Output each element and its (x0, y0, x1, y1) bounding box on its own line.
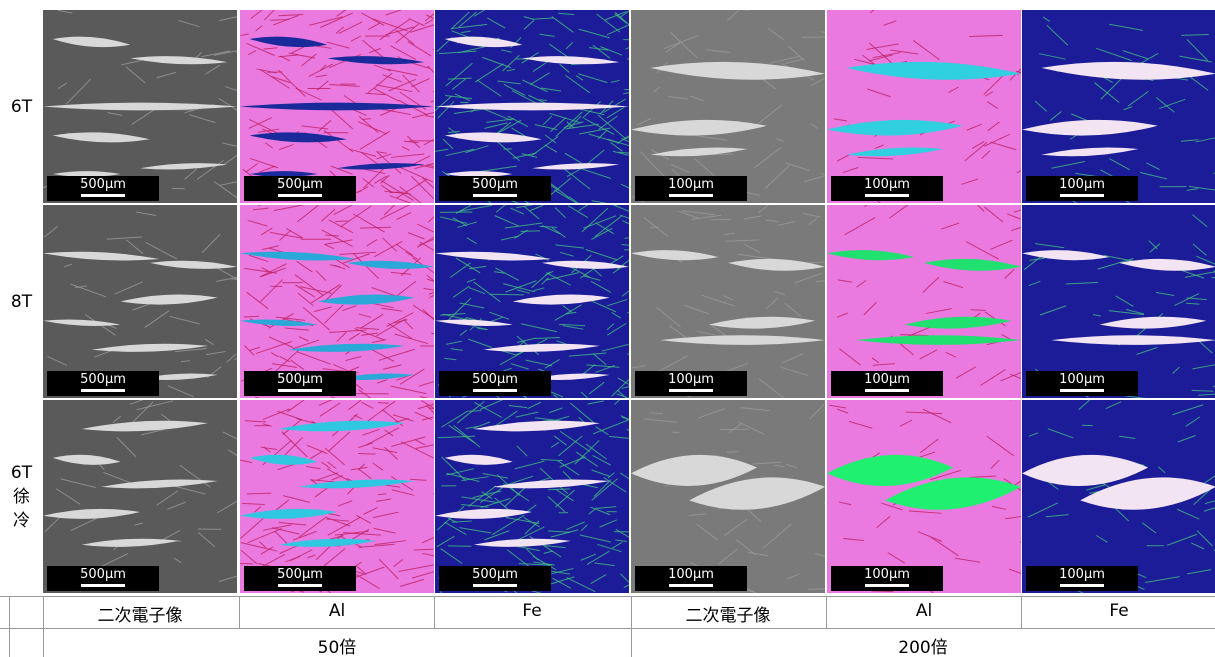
table-line (0, 596, 1215, 597)
table-line (43, 596, 44, 657)
scale-bar: 100μm (1026, 176, 1138, 201)
scale-bar-line (278, 584, 322, 587)
micrograph-image (240, 205, 434, 398)
micrograph-image (240, 400, 434, 593)
scale-bar-line (669, 389, 713, 392)
micrograph-image (43, 400, 237, 593)
micrograph (1022, 205, 1215, 398)
micrograph-image (1022, 400, 1215, 593)
scale-bar-line (865, 389, 909, 392)
scale-bar-line (1060, 389, 1104, 392)
scale-bar: 500μm (47, 566, 159, 591)
micrograph (1022, 400, 1215, 593)
row-label: 8T (0, 205, 43, 398)
micrograph-image (240, 10, 434, 203)
scale-bar: 100μm (635, 566, 747, 591)
micrograph-image (827, 10, 1021, 203)
scale-bar: 500μm (439, 566, 551, 591)
scale-bar-line (81, 389, 125, 392)
group-label: 50倍 (317, 638, 357, 657)
table-line (9, 596, 10, 657)
scale-bar: 500μm (244, 566, 356, 591)
scale-bar: 100μm (635, 371, 747, 396)
scale-bar-line (473, 584, 517, 587)
scale-bar: 500μm (244, 371, 356, 396)
scale-bar: 100μm (831, 566, 943, 591)
table-line (631, 596, 632, 657)
micrograph-image (827, 205, 1021, 398)
micrograph (240, 205, 434, 398)
scale-bar-line (1060, 584, 1104, 587)
table-line (826, 596, 827, 628)
micrograph-image (827, 400, 1021, 593)
column-label: 二次電子像 (685, 606, 771, 626)
micrograph (1022, 10, 1215, 203)
micrograph-image (631, 400, 825, 593)
table-line (0, 628, 1215, 629)
scale-bar: 100μm (1026, 371, 1138, 396)
column-label: Fe (1109, 601, 1129, 621)
column-label: Al (915, 601, 933, 621)
row-label: 6T 徐冷 (0, 400, 43, 593)
row-label-line: 8T (10, 291, 33, 312)
scale-bar-line (278, 389, 322, 392)
table-line (1021, 596, 1022, 628)
micrograph-image (435, 205, 629, 398)
column-label: Al (328, 601, 346, 621)
micrograph-image (43, 10, 237, 203)
micrograph-image (631, 10, 825, 203)
scale-bar: 500μm (47, 176, 159, 201)
scale-bar: 500μm (439, 176, 551, 201)
micrograph-image (435, 10, 629, 203)
scale-bar-line (81, 194, 125, 197)
group-label: 200倍 (898, 638, 948, 657)
micrograph (827, 10, 1021, 203)
micrograph (43, 400, 237, 593)
micrograph (43, 10, 237, 203)
micrograph (435, 400, 629, 593)
micrograph-image (631, 205, 825, 398)
row-label-line: 冷 (13, 510, 30, 531)
micrograph (631, 400, 825, 593)
scale-bar-line (473, 194, 517, 197)
scale-bar: 500μm (244, 176, 356, 201)
scale-bar: 100μm (831, 371, 943, 396)
scale-bar: 100μm (831, 176, 943, 201)
scale-bar-line (278, 194, 322, 197)
scale-bar-line (473, 389, 517, 392)
scale-bar-line (865, 584, 909, 587)
row-label: 6T (0, 10, 43, 203)
column-label: 二次電子像 (97, 606, 183, 626)
scale-bar: 500μm (439, 371, 551, 396)
micrograph (435, 10, 629, 203)
micrograph (631, 10, 825, 203)
micrograph (631, 205, 825, 398)
scale-bar-line (669, 584, 713, 587)
micrograph (827, 205, 1021, 398)
row-label-line: 6T (10, 96, 33, 117)
micrograph (827, 400, 1021, 593)
micrograph-image (1022, 10, 1215, 203)
micrograph (43, 205, 237, 398)
scale-bar-line (1060, 194, 1104, 197)
row-label-line: 徐 (13, 486, 30, 507)
scale-bar-line (669, 194, 713, 197)
scale-bar: 100μm (1026, 566, 1138, 591)
scale-bar: 500μm (47, 371, 159, 396)
micrograph (240, 10, 434, 203)
column-label: Fe (522, 601, 542, 621)
table-line (239, 596, 240, 628)
micrograph-image (1022, 205, 1215, 398)
micrograph (240, 400, 434, 593)
scale-bar: 100μm (635, 176, 747, 201)
row-label-line: 6T (10, 462, 33, 483)
micrograph-image (435, 400, 629, 593)
micrograph (435, 205, 629, 398)
table-line (434, 596, 435, 628)
scale-bar-line (865, 194, 909, 197)
scale-bar-line (81, 584, 125, 587)
micrograph-image (43, 205, 237, 398)
